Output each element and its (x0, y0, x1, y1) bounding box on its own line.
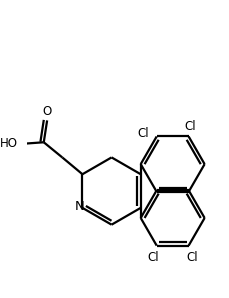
Text: Cl: Cl (184, 120, 195, 133)
Text: Cl: Cl (185, 251, 197, 264)
Text: Cl: Cl (147, 251, 158, 264)
Text: Cl: Cl (137, 127, 149, 139)
Text: HO: HO (0, 137, 17, 150)
Text: O: O (42, 105, 52, 118)
Text: N: N (75, 200, 84, 213)
